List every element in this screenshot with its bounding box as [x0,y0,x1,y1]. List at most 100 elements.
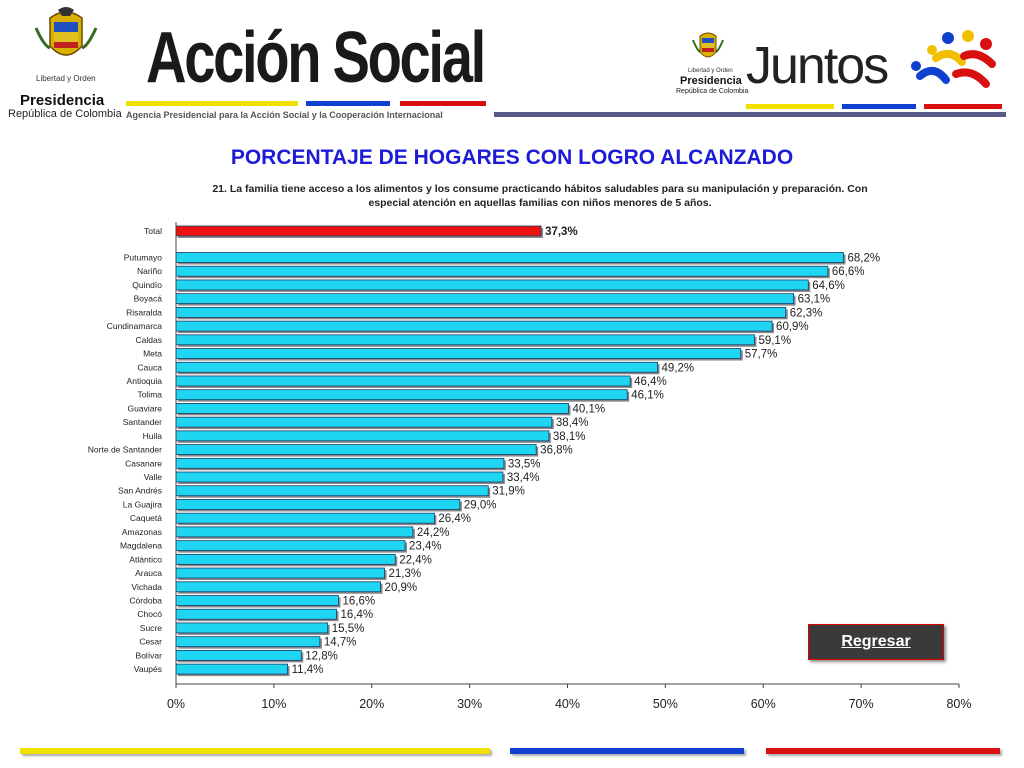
region-4-bar [175,306,787,318]
back-button[interactable]: Regresar [808,624,944,660]
region-30-bar [175,663,288,675]
juntos-figures-icon [911,30,996,88]
page-title: PORCENTAJE DE HOGARES CON LOGRO ALCANZAD… [230,146,794,169]
region-11-category-label: Guaviare [128,403,163,413]
region-28-bar [175,636,321,648]
region-26-bar [175,608,337,620]
region-29-category-label: Bolívar [136,650,163,660]
region-11-data-label: 40,1% [572,403,605,415]
region-10-data-label: 46,1% [631,390,664,402]
region-1-data-label: 66,6% [832,266,865,278]
region-11-bar [175,403,569,414]
x-tick-label: 80% [946,697,971,711]
left-motto: Libertad y Orden [36,74,96,83]
header-divider [494,112,1006,117]
region-29-data-label: 12,8% [305,650,338,662]
brand-stripe-red [400,101,486,106]
region-12-category-label: Santander [123,417,162,427]
region-22-bar [175,553,396,565]
region-28-category-label: Cesar [139,637,162,647]
colombia-crest-icon [34,7,98,56]
juntos-stripe-red [924,104,1002,109]
region-5-category-label: Cundinamarca [107,321,163,331]
left-presidencia: Presidencia [20,92,105,109]
x-tick-label: 20% [359,697,384,711]
x-tick-label: 60% [751,697,776,711]
region-4-data-label: 62,3% [790,307,823,319]
region-20-data-label: 24,2% [417,527,450,539]
region-3-data-label: 63,1% [798,294,831,306]
x-tick-label: 10% [261,697,286,711]
x-tick-label: 30% [457,697,482,711]
x-tick-label: 70% [849,697,874,711]
region-8-category-label: Cauca [137,362,162,372]
region-16-category-label: Valle [144,472,163,482]
region-7-category-label: Meta [143,349,162,359]
total-bar [175,225,542,237]
footer-stripe-yellow [20,748,490,754]
region-0-category-label: Putumayo [124,253,163,263]
region-23-category-label: Arauca [135,568,162,578]
region-24-category-label: Vichada [131,582,162,592]
region-6-category-label: Caldas [136,335,162,345]
region-19-data-label: 26,4% [438,513,471,525]
x-tick-label: 40% [555,697,580,711]
region-30-category-label: Vaupés [134,664,162,674]
region-14-bar [175,444,537,455]
region-7-bar [175,348,742,359]
brand-stripe-blue [306,101,390,106]
region-13-bar [175,430,550,442]
region-6-bar [175,334,755,346]
region-5-data-label: 60,9% [776,321,809,333]
region-27-bar [175,622,329,634]
brand-subtitle: Agencia Presidencial para la Acción Soci… [126,110,443,120]
region-3-category-label: Boyacá [134,294,163,304]
brand-logo-text: Acción Social [146,18,486,98]
region-0-data-label: 68,2% [848,253,881,265]
region-18-bar [175,499,461,510]
region-5-bar [175,320,773,332]
region-14-category-label: Norte de Santander [88,445,162,455]
juntos-stripe-yellow [746,104,834,109]
region-15-bar [175,457,505,469]
region-22-data-label: 22,4% [399,554,432,566]
region-18-data-label: 29,0% [464,499,497,511]
region-28-data-label: 14,7% [324,637,357,649]
region-25-bar [175,595,339,606]
region-27-data-label: 15,5% [332,623,365,635]
region-19-category-label: Caquetá [130,513,162,523]
region-2-category-label: Quindío [132,280,162,290]
region-21-bar [175,540,406,552]
region-17-bar [175,485,489,497]
right-presidencia: Presidencia [680,75,742,87]
region-6-data-label: 59,1% [758,335,791,347]
right-motto: Libertad y Orden [688,68,733,74]
region-19-bar [175,512,435,524]
region-25-data-label: 16,6% [342,596,375,608]
region-24-bar [175,581,381,593]
region-13-data-label: 38,1% [553,431,586,443]
region-2-bar [175,279,809,291]
region-27-category-label: Sucre [140,623,162,633]
chart-subtitle-line-2: especial atención en aquellas familias c… [368,197,712,209]
x-tick-label: 50% [653,697,678,711]
left-republica: República de Colombia [8,108,122,120]
region-25-category-label: Córdoba [129,596,162,606]
region-10-bar [175,389,628,401]
right-republica: República de Colombia [676,88,749,95]
region-0-bar [175,252,844,263]
region-1-category-label: Nariño [137,266,162,276]
chart-subtitle: 21. La familia tiene acceso a los alimen… [160,182,920,210]
region-9-category-label: Antioquia [127,376,163,386]
colombia-crest-small-icon [692,32,724,58]
region-14-data-label: 36,8% [540,445,573,457]
region-10-category-label: Tolima [137,390,162,400]
region-18-category-label: La Guajira [123,499,162,509]
region-16-bar [175,471,504,483]
region-3-bar [175,293,794,305]
region-26-data-label: 16,4% [341,609,374,621]
region-13-category-label: Huila [143,431,163,441]
region-23-bar [175,567,385,579]
region-24-data-label: 20,9% [385,582,418,594]
